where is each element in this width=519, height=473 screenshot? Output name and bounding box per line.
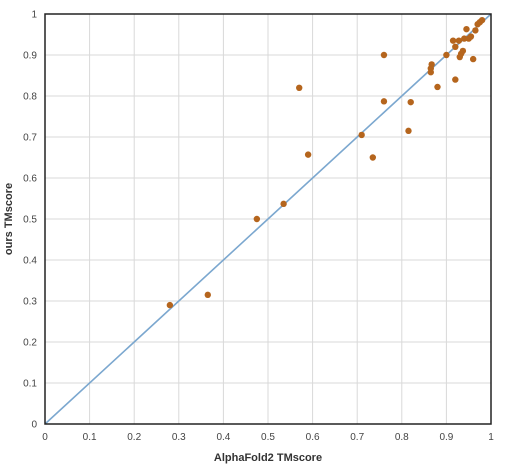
y-tick-label-7: 0.7 <box>23 133 37 144</box>
y-tick-label-1: 0.1 <box>23 379 37 390</box>
x-tick-label-7: 0.7 <box>350 432 364 443</box>
x-tick-label-8: 0.8 <box>395 432 409 443</box>
x-tick-label-6: 0.6 <box>306 432 320 443</box>
data-point-0-20 <box>455 37 463 44</box>
data-point-0-7 <box>369 154 377 161</box>
x-tick-label-1: 0.1 <box>83 432 97 443</box>
y-tick-label-3: 0.3 <box>23 297 37 308</box>
reference-line <box>44 13 492 425</box>
data-point-0-5 <box>304 151 312 158</box>
y-tick-label-8: 0.8 <box>23 92 37 103</box>
y-tick-label-2: 0.2 <box>23 338 37 349</box>
data-point-0-18 <box>452 43 459 50</box>
data-point-0-29 <box>472 27 479 34</box>
data-point-0-27 <box>467 33 475 40</box>
data-point-0-8 <box>380 51 388 59</box>
data-point-0-32 <box>478 16 486 24</box>
data-point-0-11 <box>407 98 414 106</box>
data-points <box>166 16 486 309</box>
y-tick-label-5: 0.5 <box>23 215 37 226</box>
x-tick-label-5: 0.5 <box>261 432 275 443</box>
data-point-0-10 <box>405 127 412 135</box>
x-axis-title: AlphaFold2 TMscore <box>214 452 322 464</box>
data-point-0-14 <box>428 61 435 68</box>
data-point-0-17 <box>449 37 457 44</box>
x-tick-label-3: 0.3 <box>172 432 186 443</box>
data-point-0-4 <box>296 84 303 92</box>
y-tick-label-4: 0.4 <box>23 256 37 267</box>
data-point-0-9 <box>380 98 388 105</box>
y-tick-label-10: 1 <box>31 10 37 21</box>
x-tick-label-0: 0 <box>42 432 48 443</box>
y-tick-labels: 0 0.1 0.2 0.3 0.4 0.5 0.6 0.7 0.8 0.9 1 <box>23 10 37 431</box>
data-point-0-3 <box>280 200 287 208</box>
data-point-0-25 <box>463 25 470 33</box>
data-point-0-28 <box>469 55 477 63</box>
x-tick-label-9: 0.9 <box>439 432 453 443</box>
data-point-0-19 <box>452 76 459 83</box>
data-point-0-16 <box>443 51 450 59</box>
x-tick-label-2: 0.2 <box>127 432 141 443</box>
x-tick-label-4: 0.4 <box>216 432 230 443</box>
data-point-0-24 <box>461 35 468 42</box>
data-point-0-15 <box>434 83 441 91</box>
data-point-0-0 <box>166 301 174 309</box>
data-point-0-2 <box>253 215 261 223</box>
y-tick-label-6: 0.6 <box>23 174 37 185</box>
plot-frame <box>44 13 492 425</box>
data-point-0-1 <box>204 291 211 299</box>
data-point-0-6 <box>358 131 365 139</box>
x-tick-labels: 0 0.1 0.2 0.3 0.4 0.5 0.6 0.7 0.8 0.9 1 <box>42 432 494 443</box>
y-axis-title: ours TMscore <box>3 183 15 255</box>
y-tick-label-0: 0 <box>31 420 37 431</box>
data-point-0-23 <box>459 47 467 55</box>
x-tick-label-10: 1 <box>488 432 494 443</box>
y-tick-label-9: 0.9 <box>23 51 37 62</box>
